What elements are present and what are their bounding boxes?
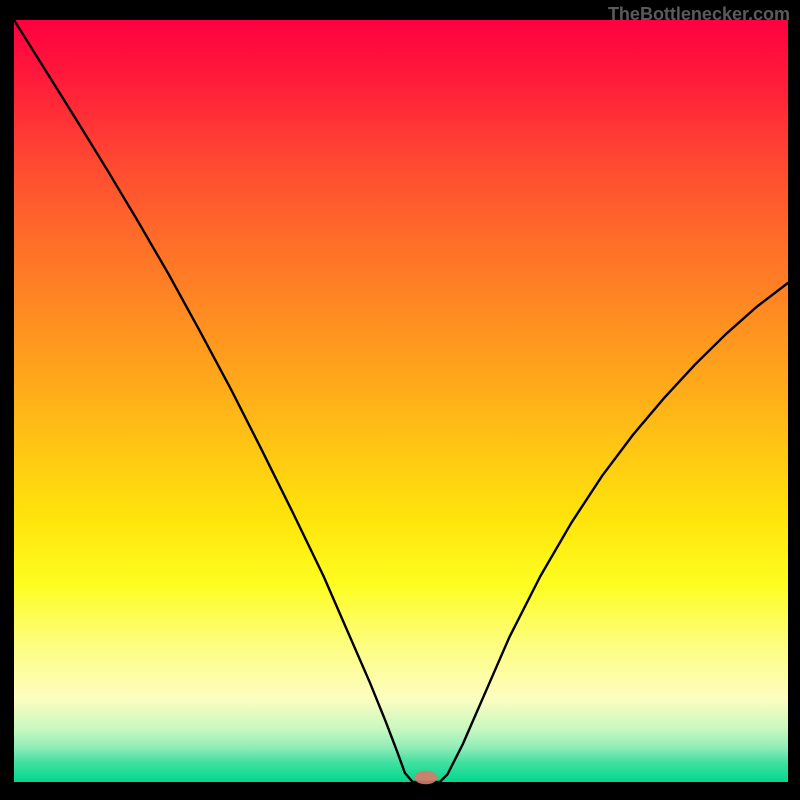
chart-svg [0, 0, 800, 800]
optimum-marker [414, 771, 437, 785]
watermark-text: TheBottlenecker.com [608, 4, 790, 25]
plot-area [14, 20, 788, 782]
chart-root: TheBottlenecker.com [0, 0, 800, 800]
